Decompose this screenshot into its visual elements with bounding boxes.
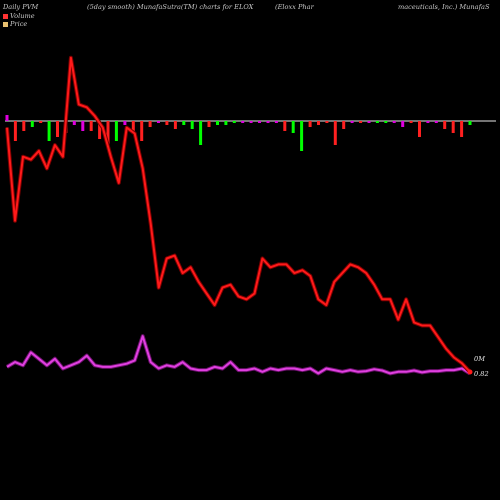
- volume-bar: [165, 121, 169, 125]
- volume-bar: [199, 121, 203, 145]
- legend-price: Price: [3, 20, 27, 28]
- volume-bar: [325, 121, 329, 123]
- volume-bar: [72, 121, 76, 125]
- volume-bar: [148, 121, 152, 127]
- volume-bar: [342, 121, 346, 129]
- volume-bar: [283, 121, 287, 131]
- volume-bar: [232, 121, 236, 123]
- volume-bar: [434, 121, 438, 123]
- volume-bar: [258, 121, 261, 123]
- volume-bar: [30, 121, 34, 127]
- volume-bar: [308, 121, 312, 127]
- legend-volume: Volume: [3, 12, 35, 20]
- volume-bar: [224, 121, 228, 125]
- volume-bar: [443, 121, 447, 129]
- chart-header-label: Daily PVM: [3, 3, 39, 11]
- volume-bar: [157, 121, 160, 123]
- legend-price-swatch: [3, 21, 8, 27]
- volume-bar: [98, 121, 102, 139]
- volume-bar: [131, 121, 135, 131]
- volume-bar: [300, 121, 304, 151]
- price-last-point: [467, 369, 473, 375]
- legend-volume-label: Volume: [10, 12, 35, 20]
- volume-bar: [216, 121, 219, 125]
- volume-bar: [89, 121, 93, 131]
- legend-volume-swatch: [3, 13, 8, 19]
- volume-bar: [384, 121, 388, 123]
- volume-bar: [56, 121, 59, 137]
- volume-bar: [106, 121, 110, 145]
- volume-bar: [123, 121, 127, 125]
- price-last-label: 0.82: [474, 370, 489, 378]
- volume-bar: [460, 121, 464, 137]
- volume-bar: [13, 121, 17, 141]
- volume-bar: [375, 121, 379, 123]
- volume-bar: [392, 121, 396, 123]
- volume-bar: [249, 121, 253, 123]
- volume-bar: [47, 121, 51, 141]
- volume-bar: [5, 115, 9, 121]
- volume-bar: [207, 121, 211, 127]
- volume-bar: [350, 121, 354, 123]
- price-series-line-halo: [5, 55, 472, 374]
- volume-bar: [359, 121, 363, 123]
- volume-bar: [426, 121, 430, 123]
- volume-bar: [182, 121, 186, 125]
- chart-header-title: (5day smooth) MunafaSutra(TM) charts for…: [87, 3, 254, 11]
- volume-bar: [39, 121, 43, 123]
- chart-header-company-cont: maceuticals, Inc.) MunafaS: [398, 3, 490, 11]
- volume-bar: [333, 121, 337, 145]
- volume-bar: [140, 121, 144, 141]
- volume-bar: [81, 121, 85, 131]
- price-series-line: [6, 56, 471, 373]
- volume-bar: [409, 121, 413, 123]
- volume-bar: [291, 121, 295, 133]
- volume-bar: [418, 121, 421, 137]
- chart-header-company: (Eloxx Phar: [275, 3, 314, 11]
- volume-bar: [114, 121, 118, 141]
- pvm-series-line: [6, 335, 471, 375]
- volume-bar: [22, 121, 26, 131]
- volume-bar: [266, 121, 270, 123]
- volume-axis-label: 0M: [474, 355, 485, 363]
- pvm-series-line-halo: [5, 334, 472, 376]
- volume-bar: [367, 121, 371, 123]
- volume-bar: [173, 121, 177, 129]
- volume-bar: [451, 121, 455, 133]
- volume-bar: [468, 121, 472, 125]
- volume-bar: [241, 121, 245, 123]
- volume-bar: [190, 121, 194, 129]
- volume-bar: [274, 121, 278, 123]
- volume-bar: [317, 121, 320, 125]
- volume-bar: [401, 121, 405, 127]
- legend-price-label: Price: [10, 20, 28, 28]
